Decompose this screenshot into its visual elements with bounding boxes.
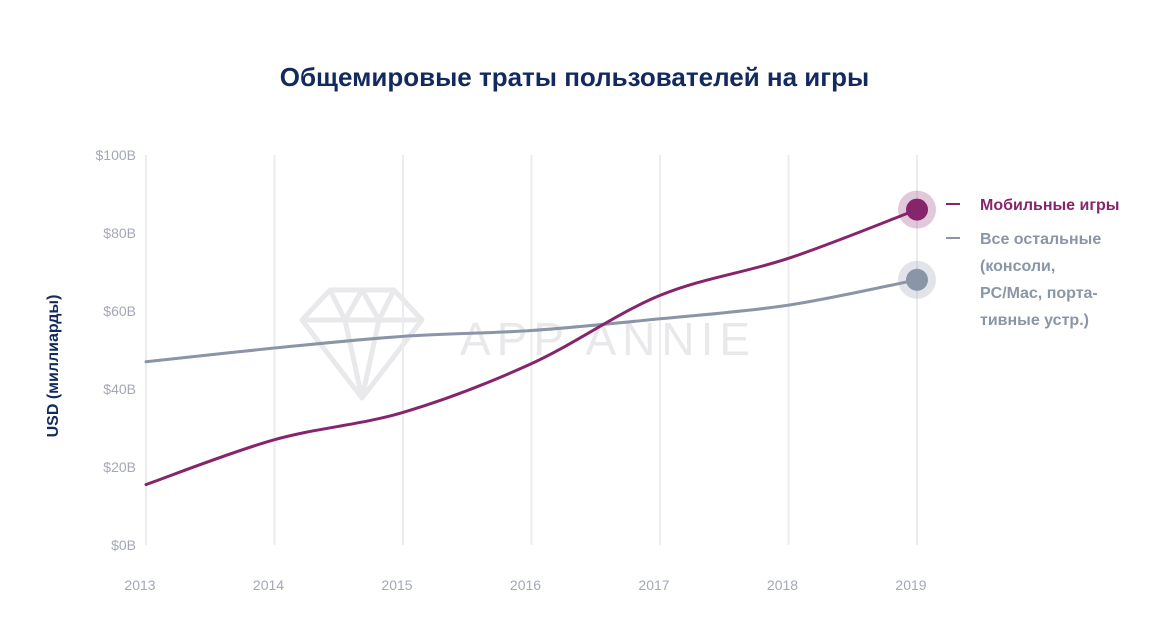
legend: Мобильные игры Все остальные (консоли, P… bbox=[946, 192, 1120, 341]
y-tick-label: $20B bbox=[103, 459, 136, 475]
end-point bbox=[906, 198, 928, 221]
x-tick-label: 2018 bbox=[767, 577, 798, 593]
x-tick-label: 2015 bbox=[381, 577, 412, 593]
y-axis: $0B $20B $40B $60B $80B $100B bbox=[96, 147, 136, 553]
y-tick-label: $0B bbox=[111, 537, 136, 553]
legend-label-mobile: Мобильные игры bbox=[980, 197, 1120, 214]
y-tick-label: $100B bbox=[96, 147, 136, 163]
series-group bbox=[144, 190, 936, 487]
legend-item-other: Все остальные (консоли, PC/Mac, порта-ти… bbox=[946, 226, 1120, 334]
legend-item-mobile: Мобильные игры bbox=[946, 192, 1120, 219]
legend-label-other: Все остальные (консоли, PC/Mac, порта-ти… bbox=[980, 231, 1102, 329]
watermark-diamond-icon bbox=[299, 287, 425, 401]
x-tick-label: 2016 bbox=[510, 577, 541, 593]
y-tick-label: $60B bbox=[103, 303, 136, 319]
x-tick-label: 2019 bbox=[895, 577, 926, 593]
x-tick-label: 2014 bbox=[253, 577, 284, 593]
y-tick-label: $40B bbox=[103, 381, 136, 397]
watermark-text: APP ANNIE bbox=[460, 313, 756, 365]
x-axis: 2013 2014 2015 2016 2017 2018 2019 bbox=[124, 577, 926, 593]
legend-swatch-other bbox=[946, 237, 960, 239]
legend-swatch-mobile bbox=[946, 203, 960, 205]
x-tick-label: 2013 bbox=[124, 577, 155, 593]
chart-title: Общемировые траты пользователей на игры bbox=[279, 62, 870, 92]
y-tick-label: $80B bbox=[103, 225, 136, 241]
end-point bbox=[906, 268, 928, 291]
y-axis-label: USD (миллиарды) bbox=[45, 295, 62, 438]
watermark: APP ANNIE bbox=[299, 287, 756, 401]
series-line bbox=[144, 208, 919, 487]
series-line bbox=[144, 278, 919, 364]
x-tick-label: 2017 bbox=[638, 577, 669, 593]
